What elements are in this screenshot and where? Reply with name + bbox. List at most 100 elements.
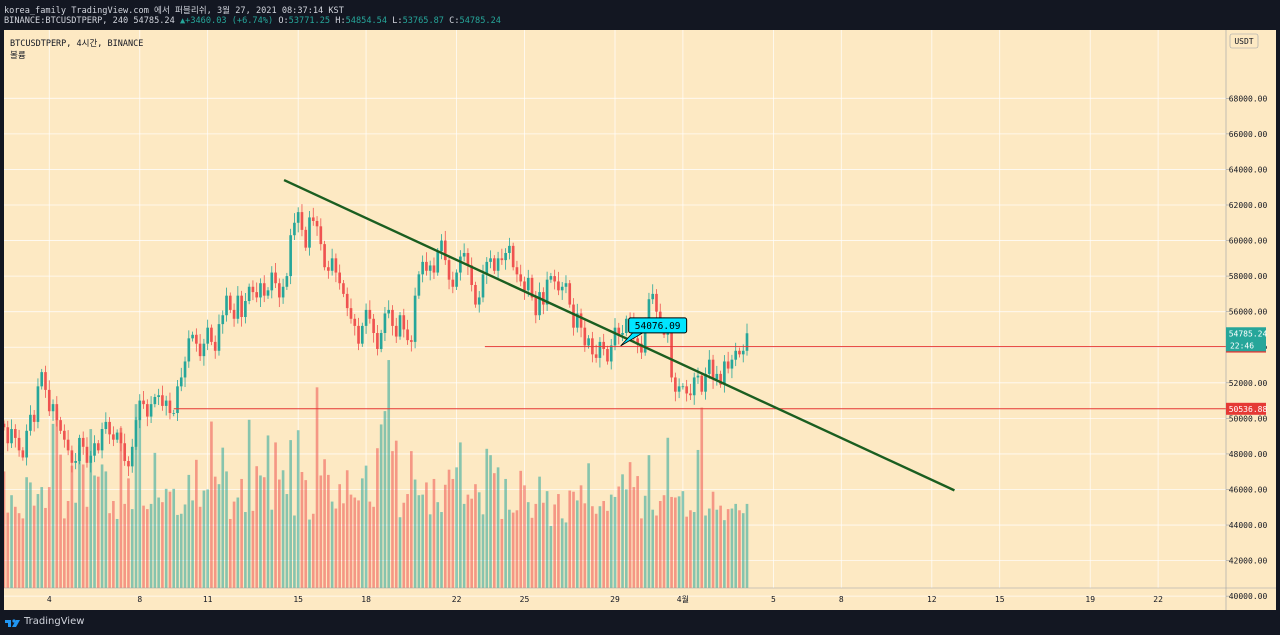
- volume-bar: [221, 447, 225, 588]
- candle-body: [624, 318, 628, 334]
- volume-bar: [127, 478, 130, 588]
- volume-bar: [534, 503, 538, 588]
- volume-bar: [704, 515, 707, 588]
- candle-body: [466, 252, 470, 266]
- candle-body: [259, 283, 262, 298]
- volume-bar: [692, 512, 696, 588]
- time-tick-label: 22: [452, 595, 462, 604]
- volume-bar: [360, 478, 364, 588]
- candle-body: [655, 293, 658, 312]
- volume-bar: [685, 516, 688, 588]
- candle-body: [96, 443, 100, 451]
- candle-body: [176, 386, 179, 414]
- footer-brand: TradingView: [24, 616, 85, 627]
- volume-bar: [496, 467, 500, 588]
- volume-bar: [504, 478, 507, 588]
- candle-body: [549, 276, 553, 280]
- low-label: L:: [392, 16, 403, 26]
- candle-body: [74, 461, 77, 463]
- candle-body: [130, 446, 134, 467]
- volume-bar: [364, 465, 368, 588]
- volume-bar: [451, 478, 455, 588]
- volume-bar: [183, 504, 187, 588]
- volume-bar: [485, 448, 489, 588]
- candle-body: [379, 333, 383, 350]
- volume-bar: [447, 469, 451, 588]
- time-axis[interactable]: 4 8 11 15 18 22 25 29 4월 5 8 12 15 19 22: [4, 587, 1276, 604]
- chart-svg[interactable]: 54076.09 40000.00 42000.00 44000.00 46000.0…: [4, 30, 1276, 610]
- candle-body: [462, 252, 466, 257]
- volume-bar: [511, 512, 515, 588]
- volume-bar: [594, 513, 598, 588]
- candle-body: [262, 283, 266, 296]
- candle-body: [579, 313, 583, 328]
- candle-body: [81, 437, 85, 447]
- volume-bar: [217, 484, 221, 588]
- volume-bar: [523, 485, 526, 588]
- volume-bar: [123, 503, 127, 588]
- trendline[interactable]: [283, 179, 955, 492]
- candle-body: [707, 359, 711, 374]
- volume-bar: [410, 451, 413, 588]
- change-arrow-icon: ▲: [179, 16, 186, 26]
- price-axis[interactable]: 40000.00 42000.00 44000.00 46000.00 48000.00…: [1225, 30, 1268, 610]
- volume-bar: [508, 509, 511, 588]
- tradingview-logo-icon: [5, 619, 20, 627]
- volume-bar: [587, 463, 590, 588]
- volume-bar: [228, 518, 232, 588]
- candle-body: [492, 258, 496, 271]
- currency-badge[interactable]: [1229, 33, 1259, 49]
- volume-bar: [538, 476, 541, 588]
- candle-body: [496, 258, 500, 271]
- volume-bar: [161, 502, 164, 588]
- candle-body: [300, 212, 304, 230]
- volume-bar: [153, 452, 157, 588]
- candle-body: [134, 420, 138, 447]
- volume-bar: [391, 451, 394, 588]
- candle-body: [304, 229, 308, 248]
- time-tick-label: 5: [771, 595, 776, 604]
- price-tick-label: 66000.00: [1229, 130, 1268, 139]
- price-tick-label: 46000.00: [1229, 485, 1268, 494]
- volume-bar: [443, 484, 447, 588]
- volume-bar: [293, 515, 296, 588]
- candle-body: [179, 377, 183, 387]
- horizontal-lines: [173, 346, 1226, 410]
- candle-body: [598, 341, 602, 358]
- candles: [4, 204, 749, 476]
- volume-bar: [745, 503, 749, 588]
- candle-body: [508, 245, 511, 253]
- trend-lines: [283, 179, 955, 492]
- volume-bar: [730, 508, 734, 588]
- volume-bar: [308, 519, 311, 588]
- candle-body: [146, 404, 149, 417]
- candle-body: [104, 421, 108, 430]
- candle-body: [372, 318, 375, 334]
- candle-body: [89, 455, 93, 463]
- callout-box[interactable]: [628, 317, 688, 334]
- volume-bar: [575, 500, 579, 588]
- volume-bar: [655, 515, 658, 588]
- candle-body: [213, 341, 217, 351]
- volume-bar: [700, 407, 704, 588]
- volume-bar: [266, 435, 270, 588]
- volume-bar: [21, 518, 25, 588]
- volume-bar: [138, 401, 142, 588]
- candle-body: [36, 386, 40, 422]
- candle-body: [455, 272, 458, 287]
- candle-body: [255, 292, 259, 298]
- candle-body: [406, 329, 409, 341]
- candle-body: [338, 272, 341, 284]
- candle-body: [617, 327, 621, 335]
- chart-area[interactable]: 54076.09 40000.00 42000.00 44000.00 46000.0…: [4, 30, 1276, 610]
- candle-body: [745, 333, 749, 351]
- candle-body: [123, 443, 127, 462]
- candle-body: [485, 261, 489, 275]
- volume-bar: [93, 475, 96, 588]
- volume-bar: [119, 427, 123, 588]
- candle-body: [700, 375, 704, 392]
- volume-bar: [202, 490, 206, 588]
- volume-bar: [711, 491, 715, 588]
- volume-bar: [417, 495, 421, 588]
- candle-body: [447, 260, 451, 280]
